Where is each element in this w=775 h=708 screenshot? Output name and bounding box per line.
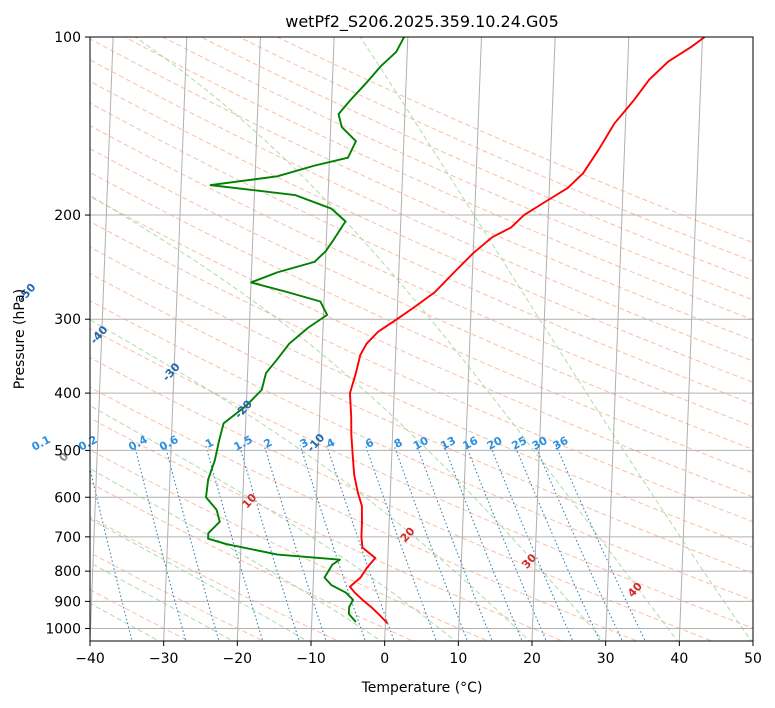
mixing-ratio-line (534, 445, 623, 641)
mixing-ratio-line (299, 445, 366, 641)
dry-adiabat (161, 37, 753, 301)
y-tick-label: 1000 (45, 621, 81, 637)
dry-adiabat (90, 80, 753, 383)
x-tick-label: 20 (523, 651, 541, 667)
y-tick-label: 500 (54, 443, 81, 459)
y-tick-label: 800 (54, 564, 81, 580)
isotherm-line (310, 37, 335, 641)
isotherm-line (90, 37, 114, 641)
isotherm-line (531, 37, 556, 641)
y-tick-label: 200 (54, 208, 81, 224)
plot-frame (89, 36, 754, 642)
dry-adiabat (90, 273, 753, 575)
y-tick-label: 700 (54, 530, 81, 546)
mixing-ratio-label: 13 (438, 434, 458, 453)
y-tick-label: 600 (54, 490, 81, 506)
x-tick-label: −40 (75, 651, 105, 667)
x-tick-label: 10 (449, 651, 467, 667)
mixing-ratio-line (205, 445, 264, 641)
x-tick-label: −10 (296, 651, 326, 667)
mixing-ratio-line (164, 445, 220, 641)
dry-adiabat (90, 59, 753, 362)
isotherm-line (678, 37, 703, 641)
dry-adiabat (90, 196, 753, 498)
mixing-ratio-line (133, 445, 187, 641)
mixing-ratio-line (238, 445, 300, 641)
mixing-ratio-label: 36 (551, 434, 571, 453)
dry-adiabat (90, 148, 753, 450)
mixing-ratio-line (263, 445, 327, 641)
mixing-ratio-line (443, 445, 523, 641)
temperature-profile-line (348, 37, 706, 624)
isotherm-line (236, 37, 261, 641)
isotherms-and-isobars (90, 37, 753, 641)
mixing-ratio-label: 10 (411, 434, 431, 453)
dry-adiabat (90, 482, 415, 641)
dry-adiabat (90, 246, 753, 548)
x-tick-label: −20 (223, 651, 253, 667)
moist-adiabat (90, 468, 382, 641)
mixing-ratio-label: 16 (461, 434, 481, 453)
x-tick-label: 30 (597, 651, 615, 667)
dewpoint-profile-line (205, 37, 405, 623)
mixing-ratio-label: 20 (485, 434, 505, 453)
x-tick-label: 40 (670, 651, 688, 667)
mixing-ratio-lines (90, 445, 646, 641)
x-axis-ticks: −40 −30 −20 −10 0 10 20 30 40 50 (75, 641, 762, 667)
y-tick-label: 100 (54, 30, 81, 46)
mixing-ratio-line (465, 445, 547, 641)
profile-series (205, 37, 706, 624)
y-axis-ticks: 100 200 300 400 500 600 700 800 900 1000 (45, 30, 90, 637)
dry-adiabat (90, 386, 639, 641)
mixing-ratio-line (90, 466, 133, 641)
y-tick-label: 400 (54, 386, 81, 402)
y-axis-label: Pressure (hPa) (12, 289, 28, 389)
y-tick-label: 900 (54, 594, 81, 610)
isotherm-line (163, 37, 188, 641)
x-axis-label: Temperature (°C) (361, 680, 483, 696)
plot-area (90, 37, 753, 641)
dry-adiabat (90, 328, 753, 629)
dry-adiabat (90, 38, 753, 341)
x-tick-label: 0 (380, 651, 389, 667)
mixing-ratio-label: 25 (509, 434, 529, 453)
dry-adiabat (90, 171, 753, 474)
isotherm-line (457, 37, 482, 641)
mixing-ratio-line (514, 445, 601, 641)
x-tick-label: −30 (149, 651, 179, 667)
chart-title: wetPf2_S206.2025.359.10.24.G05 (285, 12, 559, 32)
dry-adiabat (199, 37, 753, 281)
dry-adiabat (123, 37, 753, 321)
mixing-ratio-label: 30 (530, 434, 550, 453)
isotherm-line (605, 37, 630, 641)
x-tick-label: 50 (744, 651, 762, 667)
isotherm-line (384, 37, 409, 641)
mixing-ratio-line (326, 445, 395, 641)
y-tick-label: 300 (54, 312, 81, 328)
